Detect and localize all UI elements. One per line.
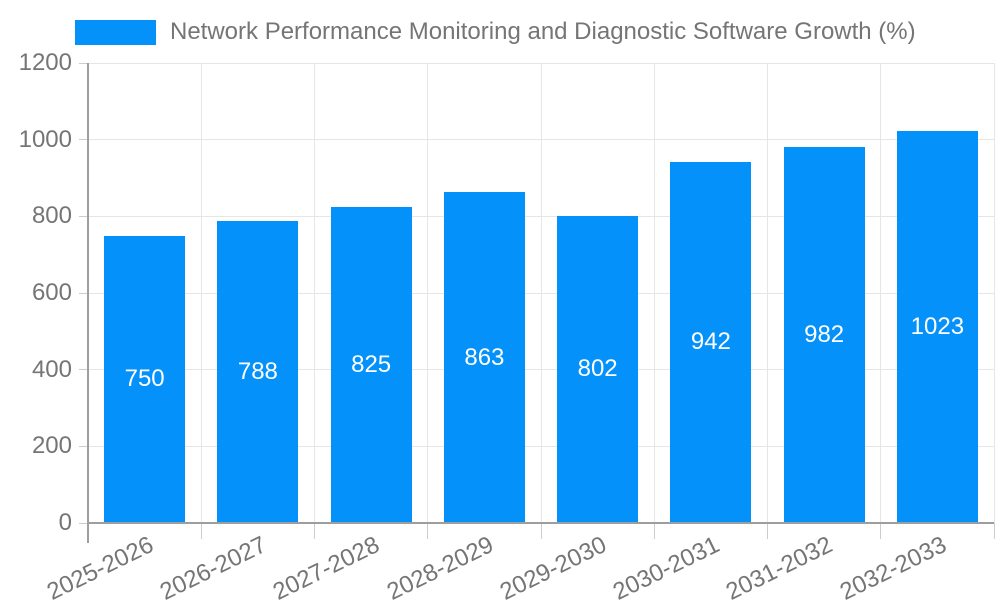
bar-value-label: 942	[690, 328, 731, 356]
y-axis-tick	[79, 445, 88, 447]
bar-2030-2031[interactable]: 942	[670, 161, 752, 523]
v-gridline	[427, 63, 429, 523]
y-axis-label: 1200	[18, 49, 72, 76]
v-gridline	[880, 63, 882, 523]
bar-2025-2026[interactable]: 750	[104, 235, 186, 523]
y-axis-tick	[79, 62, 88, 64]
v-gridline	[314, 63, 315, 523]
bar-value-label: 863	[464, 343, 505, 371]
v-gridline	[767, 63, 768, 523]
bar-2031-2032[interactable]: 982	[783, 146, 865, 523]
x-axis-label: 2027-2028	[269, 531, 385, 600]
y-axis-label: 0	[58, 509, 72, 536]
v-gridline	[200, 63, 202, 523]
bar-value-label: 1023	[910, 312, 965, 340]
bar-value-label: 802	[577, 355, 618, 383]
y-axis-tick	[79, 369, 88, 371]
x-axis-line	[88, 522, 994, 524]
v-gridline	[540, 63, 542, 523]
y-axis-label: 1000	[18, 125, 72, 153]
bar-2032-2033[interactable]: 1023	[896, 130, 978, 523]
y-axis-tick	[79, 292, 88, 294]
x-axis-tick	[427, 523, 429, 539]
y-axis-label: 400	[31, 355, 72, 383]
y-axis-label: 200	[31, 432, 72, 460]
x-axis-label: 2025-2026	[42, 531, 158, 600]
x-axis-label: 2029-2030	[495, 531, 611, 600]
y-axis-tick	[79, 215, 88, 217]
y-axis-line	[87, 63, 89, 543]
y-axis-label: 600	[31, 279, 72, 306]
x-axis-tick	[314, 523, 315, 539]
bar-2026-2027[interactable]: 788	[217, 220, 299, 523]
legend-label: Network Performance Monitoring and Diagn…	[170, 18, 916, 45]
x-axis-label: 2028-2029	[382, 531, 498, 600]
v-gridline	[653, 63, 655, 523]
y-axis-tick	[79, 522, 88, 524]
bar-value-label: 750	[124, 365, 165, 393]
legend: Network Performance Monitoring and Diagn…	[75, 18, 916, 46]
x-axis-label: 2032-2033	[835, 531, 951, 600]
y-axis-label: 800	[31, 202, 72, 230]
x-axis-label: 2026-2027	[155, 531, 271, 600]
x-axis-label: 2031-2032	[722, 531, 838, 600]
bar-2028-2029[interactable]: 863	[443, 192, 525, 523]
x-axis-label: 2030-2031	[608, 531, 724, 600]
x-axis-tick	[993, 523, 995, 539]
bar-value-label: 825	[351, 350, 392, 378]
x-axis-tick	[200, 523, 202, 539]
x-axis-tick	[880, 523, 882, 539]
bar-2029-2030[interactable]: 802	[557, 215, 639, 523]
bar-2027-2028[interactable]: 825	[330, 206, 412, 523]
y-axis-tick	[79, 139, 88, 141]
x-axis-tick	[540, 523, 542, 539]
bar-value-label: 982	[804, 320, 845, 348]
v-gridline	[993, 63, 995, 523]
bar-value-label: 788	[237, 357, 278, 385]
x-axis-tick	[767, 523, 768, 539]
legend-swatch	[75, 19, 156, 45]
x-axis-tick	[653, 523, 655, 539]
